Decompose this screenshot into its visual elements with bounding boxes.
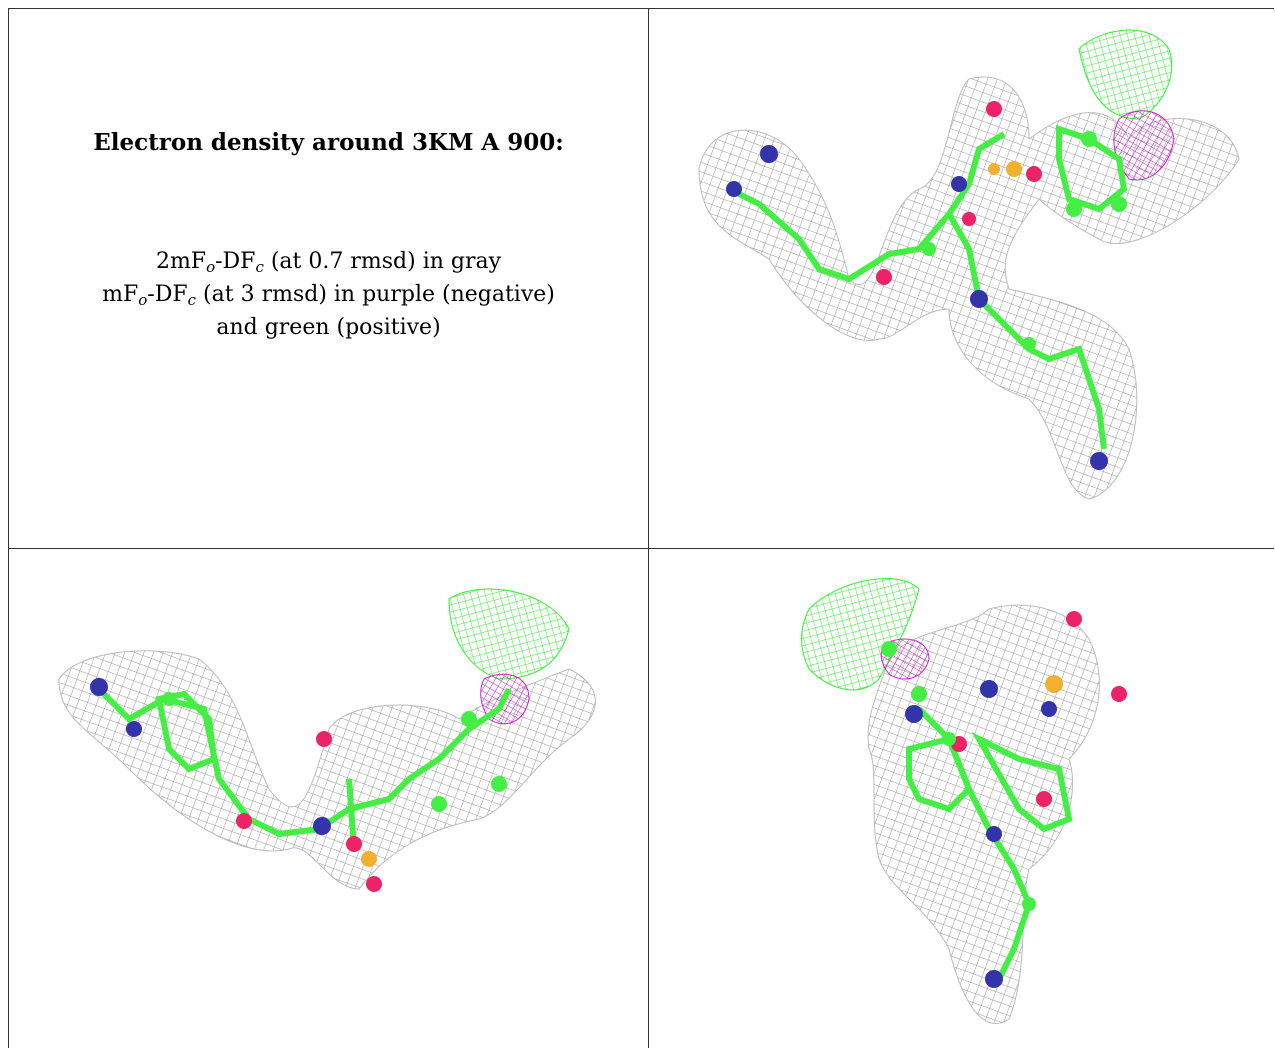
caption-legend: 2mFo-DFc (at 0.7 rmsd) in gray mFo-DFc (… xyxy=(9,245,648,344)
atoms xyxy=(881,611,1127,988)
legend-line-green: and green (positive) xyxy=(216,315,441,340)
table-divider-horizontal xyxy=(8,548,1274,549)
table-divider-vertical xyxy=(648,8,649,1048)
atoms xyxy=(726,101,1127,470)
density-mesh-positive xyxy=(1078,29,1173,120)
density-view-3 xyxy=(649,549,1274,1048)
figure-table xyxy=(8,8,1274,1048)
view-3-render xyxy=(801,578,1127,1025)
density-mesh-negative xyxy=(1113,110,1175,181)
density-view-1 xyxy=(649,9,1274,548)
caption-title: Electron density around 3KM A 900: xyxy=(93,129,564,156)
caption-cell: Electron density around 3KM A 900: 2mFo-… xyxy=(9,9,648,548)
atoms xyxy=(90,678,507,892)
density-view-2 xyxy=(9,549,648,1048)
view-1-render xyxy=(698,29,1240,500)
density-mesh-positive xyxy=(448,588,570,680)
density-mesh-positive xyxy=(801,578,920,691)
density-mesh-gray xyxy=(58,650,596,890)
legend-line-purple: mFo-DFc (at 3 rmsd) in purple (negative) xyxy=(102,282,555,309)
legend-line-gray: 2mFo-DFc (at 0.7 rmsd) in gray xyxy=(155,249,502,276)
density-mesh-gray xyxy=(698,76,1240,500)
view-2-render xyxy=(58,588,596,892)
